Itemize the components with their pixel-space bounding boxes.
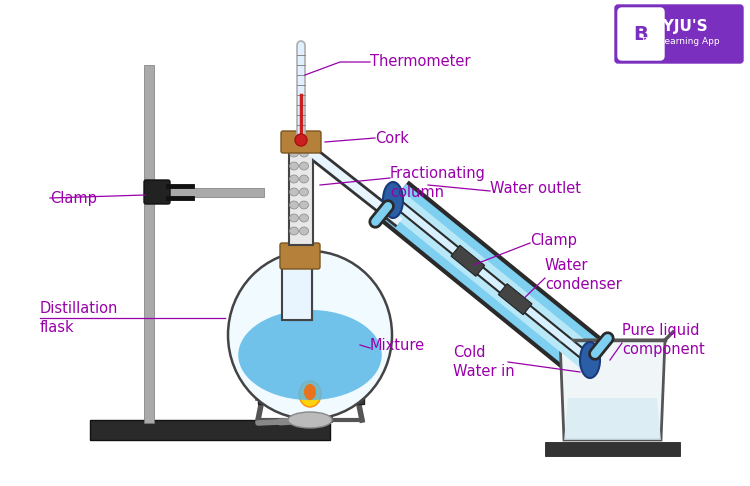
Text: Pure liquid
component: Pure liquid component [622, 323, 705, 357]
Bar [144, 188, 264, 197]
Ellipse shape [299, 381, 321, 407]
Ellipse shape [290, 149, 298, 157]
Bar [144, 65, 154, 423]
Bar [545, 442, 680, 456]
Ellipse shape [299, 188, 308, 196]
Ellipse shape [299, 227, 308, 235]
FancyBboxPatch shape [144, 180, 170, 204]
Text: Thermometer: Thermometer [370, 54, 470, 69]
Polygon shape [282, 250, 312, 320]
Bar [451, 245, 484, 277]
Bar [288, 250, 312, 320]
Ellipse shape [299, 214, 308, 222]
Bar [258, 396, 364, 404]
Ellipse shape [288, 412, 332, 428]
Text: B: B [634, 25, 648, 45]
FancyBboxPatch shape [280, 243, 320, 269]
Polygon shape [564, 398, 661, 440]
Text: Water
condenser: Water condenser [545, 258, 622, 292]
FancyBboxPatch shape [615, 5, 743, 63]
Ellipse shape [290, 227, 298, 235]
Ellipse shape [299, 162, 308, 170]
Ellipse shape [228, 251, 392, 419]
Text: Clamp: Clamp [530, 232, 577, 247]
Ellipse shape [299, 201, 308, 209]
FancyBboxPatch shape [281, 131, 321, 153]
Text: BYJU'S: BYJU'S [652, 18, 708, 34]
Bar [498, 284, 532, 315]
Ellipse shape [238, 310, 382, 400]
Ellipse shape [290, 214, 298, 222]
Text: Fractionating
column: Fractionating column [390, 166, 486, 200]
Ellipse shape [290, 162, 298, 170]
Ellipse shape [304, 384, 316, 400]
Text: Mixture: Mixture [370, 337, 425, 352]
Ellipse shape [299, 175, 308, 183]
Text: Water outlet: Water outlet [490, 180, 581, 195]
Ellipse shape [290, 201, 298, 209]
Ellipse shape [580, 342, 600, 378]
Text: The Learning App: The Learning App [640, 37, 720, 47]
Text: Clamp: Clamp [50, 191, 97, 206]
Bar [289, 145, 313, 245]
Bar [90, 420, 330, 440]
Ellipse shape [383, 182, 403, 218]
Text: Cold
Water in: Cold Water in [453, 345, 514, 379]
Text: Distillation
flask: Distillation flask [40, 301, 119, 335]
Ellipse shape [290, 175, 298, 183]
Circle shape [295, 134, 307, 146]
Text: Cork: Cork [375, 131, 409, 145]
Polygon shape [560, 340, 665, 440]
Ellipse shape [299, 149, 308, 157]
Ellipse shape [290, 188, 298, 196]
FancyBboxPatch shape [618, 8, 664, 60]
